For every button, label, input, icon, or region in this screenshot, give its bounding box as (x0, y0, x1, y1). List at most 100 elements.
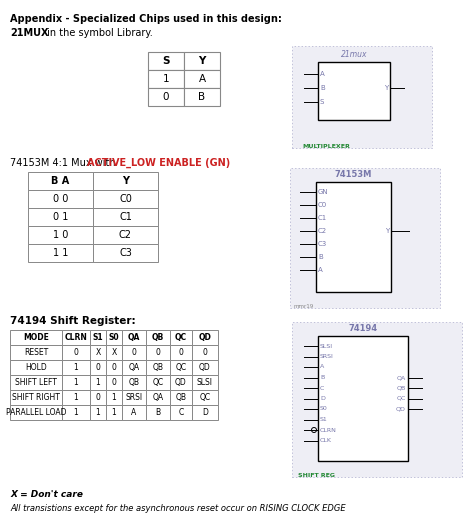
Text: S1: S1 (93, 333, 103, 342)
Text: C2: C2 (318, 228, 327, 234)
Text: S: S (162, 56, 170, 66)
Text: MODE: MODE (23, 333, 49, 342)
Bar (318, 62, 390, 120)
Bar (122, 390, 146, 405)
Text: QA: QA (128, 363, 139, 372)
Text: QD: QD (396, 407, 406, 411)
Text: 0 1: 0 1 (53, 212, 68, 222)
Bar (90, 375, 106, 390)
Text: PARALLEL LOAD: PARALLEL LOAD (6, 408, 66, 417)
Bar (146, 345, 170, 360)
Text: 1 0: 1 0 (53, 230, 68, 240)
Bar (28, 226, 93, 244)
Text: C2: C2 (119, 230, 132, 240)
Text: 21mux: 21mux (341, 50, 367, 59)
Text: QD: QD (199, 333, 211, 342)
Text: RESET: RESET (24, 348, 48, 357)
Text: X: X (111, 348, 117, 357)
Text: A: A (318, 267, 323, 273)
Text: 21MUX: 21MUX (10, 28, 48, 38)
Bar (146, 375, 170, 390)
Text: QB: QB (397, 385, 406, 391)
Text: 1: 1 (73, 408, 78, 417)
Text: X = Don't care: X = Don't care (10, 490, 83, 499)
Text: 1 1: 1 1 (53, 248, 68, 258)
Text: QB: QB (175, 393, 186, 402)
Text: QC: QC (175, 363, 187, 372)
Text: 0 0: 0 0 (53, 194, 68, 204)
Text: mmr19: mmr19 (294, 304, 314, 309)
Text: 1: 1 (73, 393, 78, 402)
Bar (170, 375, 192, 390)
Text: SRSI: SRSI (320, 354, 334, 359)
Bar (10, 345, 62, 360)
Bar (90, 390, 106, 405)
Text: MULTIPLEXER: MULTIPLEXER (302, 144, 350, 149)
Text: SHIFT RIGHT: SHIFT RIGHT (12, 393, 60, 402)
Text: C0: C0 (119, 194, 132, 204)
Bar (146, 330, 170, 345)
Text: Y: Y (198, 56, 206, 66)
Text: QA: QA (128, 333, 140, 342)
Text: GN: GN (318, 189, 328, 195)
Bar (93, 244, 158, 262)
Text: Y: Y (384, 85, 388, 91)
Bar (28, 208, 93, 226)
Bar (292, 322, 462, 477)
Text: B: B (318, 254, 323, 260)
Text: B: B (320, 375, 324, 380)
Text: QB: QB (152, 333, 164, 342)
Text: A: A (199, 74, 206, 84)
Bar (192, 360, 218, 375)
Text: C: C (178, 408, 183, 417)
Text: 0: 0 (111, 363, 117, 372)
Bar (184, 88, 220, 106)
Bar (62, 330, 90, 345)
Bar (146, 390, 170, 405)
Text: in the symbol Library.: in the symbol Library. (44, 28, 153, 38)
Text: S0: S0 (109, 333, 119, 342)
Bar (10, 375, 62, 390)
Text: B: B (320, 85, 325, 91)
Bar (170, 390, 192, 405)
Bar (93, 190, 158, 208)
Bar (146, 405, 170, 420)
Bar (148, 70, 184, 88)
Text: All transistions except for the asynchronous reset occur on RISING CLOCK EDGE: All transistions except for the asynchro… (10, 504, 346, 513)
Bar (192, 330, 218, 345)
Bar (62, 390, 90, 405)
Bar (62, 345, 90, 360)
Text: A: A (320, 365, 324, 369)
Text: QD: QD (175, 378, 187, 387)
Text: 0: 0 (179, 348, 183, 357)
Text: CLRN: CLRN (320, 428, 337, 432)
Text: C3: C3 (119, 248, 132, 258)
Text: SRSI: SRSI (126, 393, 143, 402)
Text: C: C (320, 385, 324, 391)
Bar (90, 345, 106, 360)
Bar (170, 360, 192, 375)
Text: ACTIVE_LOW ENABLE (GN): ACTIVE_LOW ENABLE (GN) (87, 158, 230, 168)
Bar (292, 46, 432, 148)
Text: S: S (320, 99, 324, 105)
Bar (192, 345, 218, 360)
Text: A: A (131, 408, 137, 417)
Text: 0: 0 (96, 363, 100, 372)
Bar (148, 52, 184, 70)
Bar (184, 70, 220, 88)
Bar (318, 336, 408, 461)
Text: CLRN: CLRN (64, 333, 87, 342)
Bar (122, 330, 146, 345)
Text: 0: 0 (202, 348, 208, 357)
Bar (62, 375, 90, 390)
Text: 1: 1 (73, 378, 78, 387)
Text: SLSI: SLSI (320, 343, 333, 349)
Text: Appendix - Specialized Chips used in this design:: Appendix - Specialized Chips used in thi… (10, 14, 282, 24)
Bar (122, 405, 146, 420)
Text: 1: 1 (163, 74, 169, 84)
Bar (10, 360, 62, 375)
Bar (10, 405, 62, 420)
Bar (93, 226, 158, 244)
Text: 0: 0 (96, 393, 100, 402)
Bar (184, 52, 220, 70)
